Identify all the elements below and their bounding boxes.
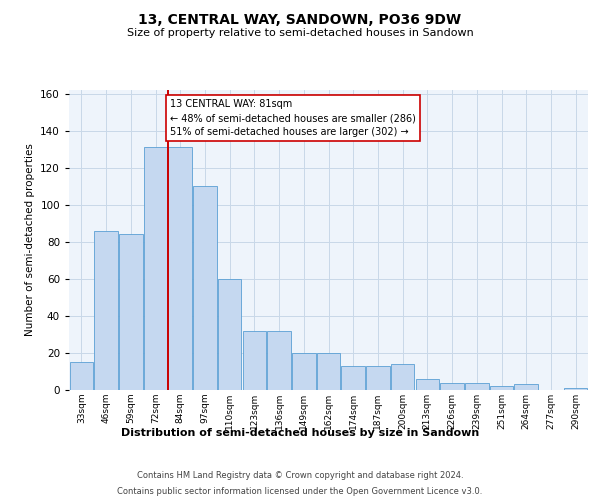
Y-axis label: Number of semi-detached properties: Number of semi-detached properties [25,144,35,336]
Bar [70,362,93,390]
Text: 13 CENTRAL WAY: 81sqm
← 48% of semi-detached houses are smaller (286)
51% of sem: 13 CENTRAL WAY: 81sqm ← 48% of semi-deta… [170,99,416,137]
Bar [490,386,513,390]
Bar [242,330,266,390]
Bar [391,364,415,390]
Bar [465,382,488,390]
Bar [564,388,587,390]
Text: Distribution of semi-detached houses by size in Sandown: Distribution of semi-detached houses by … [121,428,479,438]
Text: Contains HM Land Registry data © Crown copyright and database right 2024.: Contains HM Land Registry data © Crown c… [137,472,463,480]
Bar [292,353,316,390]
Bar [416,379,439,390]
Text: Size of property relative to semi-detached houses in Sandown: Size of property relative to semi-detach… [127,28,473,38]
Bar [366,366,389,390]
Bar [514,384,538,390]
Bar [440,382,464,390]
Bar [341,366,365,390]
Bar [218,279,241,390]
Bar [119,234,143,390]
Bar [144,148,167,390]
Bar [193,186,217,390]
Text: 13, CENTRAL WAY, SANDOWN, PO36 9DW: 13, CENTRAL WAY, SANDOWN, PO36 9DW [139,12,461,26]
Bar [268,330,291,390]
Bar [94,230,118,390]
Bar [317,353,340,390]
Bar [169,148,192,390]
Text: Contains public sector information licensed under the Open Government Licence v3: Contains public sector information licen… [118,486,482,496]
